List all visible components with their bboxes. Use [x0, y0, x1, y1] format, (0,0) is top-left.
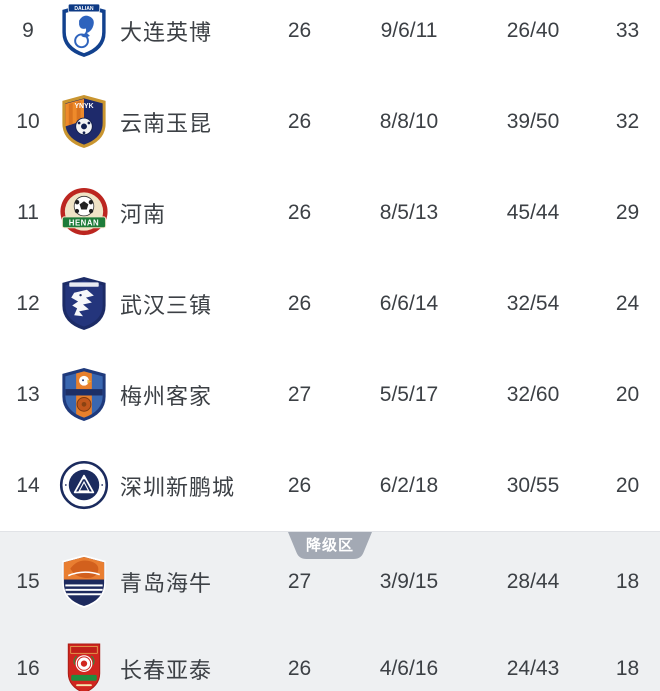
- table-row[interactable]: 16 长春亚泰 26 4/6/16 24/43 18: [0, 625, 660, 691]
- relegation-tab-shape-icon: [288, 532, 372, 559]
- relegation-zone-label: 降级区: [305, 537, 354, 554]
- team-badge-dalian-yingbo-icon: DALIAN: [56, 3, 112, 58]
- goals-for-against: 45/44: [506, 200, 560, 224]
- rank: 14: [16, 473, 40, 497]
- team-name: 梅州客家: [120, 383, 213, 409]
- table-row[interactable]: 12 武汉三镇 26 6/6/14 32/54 24: [0, 258, 660, 349]
- team-badge-meizhou-hakka-icon: [56, 367, 112, 422]
- points: 18: [615, 656, 640, 680]
- rank: 11: [17, 200, 39, 224]
- team-name: 深圳新鹏城: [120, 474, 236, 500]
- team-badge-henan-icon: HENAN: [56, 185, 112, 240]
- points: 32: [615, 109, 640, 133]
- svg-text:YNYK: YNYK: [74, 103, 93, 110]
- rank: 15: [16, 569, 40, 593]
- matches-played: 27: [287, 382, 312, 406]
- rank: 10: [16, 109, 40, 133]
- matches-played: 26: [287, 200, 312, 224]
- win-draw-loss: 9/6/11: [380, 18, 438, 42]
- win-draw-loss: 5/5/17: [379, 382, 439, 406]
- team-name: 大连英博: [120, 19, 213, 45]
- team-badge-shenzhen-peng-city-icon: [56, 458, 112, 513]
- matches-played: 27: [287, 569, 312, 593]
- goals-for-against: 24/43: [506, 656, 560, 680]
- svg-text:HENAN: HENAN: [69, 218, 99, 227]
- svg-text:DALIAN: DALIAN: [74, 6, 94, 12]
- team-name: 武汉三镇: [120, 292, 213, 318]
- table-row[interactable]: 14 深圳新鹏城 26 6/2/18 30/55 20: [0, 440, 660, 531]
- standings-main-section: 9 DALIAN 大连英博 26 9/6/11 26/40 33 10: [0, 0, 660, 531]
- matches-played: 26: [287, 656, 312, 680]
- team-badge-wuhan-three-towns-icon: [56, 276, 112, 331]
- team-name: 青岛海牛: [120, 570, 213, 596]
- win-draw-loss: 4/6/16: [379, 656, 439, 680]
- team-name: 河南: [120, 201, 167, 227]
- win-draw-loss: 6/2/18: [379, 473, 439, 497]
- goals-for-against: 26/40: [506, 18, 560, 42]
- points: 20: [615, 382, 640, 406]
- rank: 13: [16, 382, 40, 406]
- points: 33: [615, 18, 640, 42]
- matches-played: 26: [287, 18, 312, 42]
- team-badge-qingdao-hainiu-icon: [56, 554, 112, 609]
- table-row[interactable]: 9 DALIAN 大连英博 26 9/6/11 26/40 33: [0, 0, 660, 76]
- team-name: 长春亚泰: [120, 657, 213, 683]
- team-badge-yunnan-yukun-icon: YNYK: [56, 94, 112, 149]
- points: 20: [615, 473, 640, 497]
- table-row[interactable]: 10 YNYK 云南玉昆 26 8/8/10 3: [0, 76, 660, 167]
- table-row[interactable]: 15: [0, 538, 660, 625]
- matches-played: 26: [287, 291, 312, 315]
- goals-for-against: 30/55: [506, 473, 560, 497]
- team-badge-changchun-yatai-icon: [56, 641, 112, 691]
- matches-played: 26: [287, 473, 312, 497]
- rank: 16: [16, 656, 40, 680]
- standings-relegation-section: 降级区 15: [0, 531, 660, 691]
- goals-for-against: 39/50: [506, 109, 560, 133]
- goals-for-against: 28/44: [506, 569, 560, 593]
- table-row[interactable]: 11 HENAN 河南 26 8/5/13 45/44 2: [0, 167, 660, 258]
- matches-played: 26: [287, 109, 312, 133]
- relegation-zone-tab: 降级区: [288, 532, 372, 559]
- win-draw-loss: 3/9/15: [379, 569, 439, 593]
- rank: 12: [16, 291, 40, 315]
- points: 18: [615, 569, 640, 593]
- goals-for-against: 32/54: [506, 291, 560, 315]
- win-draw-loss: 8/5/13: [379, 200, 439, 224]
- win-draw-loss: 6/6/14: [379, 291, 439, 315]
- table-row[interactable]: 13: [0, 349, 660, 440]
- goals-for-against: 32/60: [506, 382, 560, 406]
- rank: 9: [22, 18, 34, 42]
- points: 24: [615, 291, 640, 315]
- points: 29: [615, 200, 640, 224]
- win-draw-loss: 8/8/10: [379, 109, 439, 133]
- team-name: 云南玉昆: [120, 110, 213, 136]
